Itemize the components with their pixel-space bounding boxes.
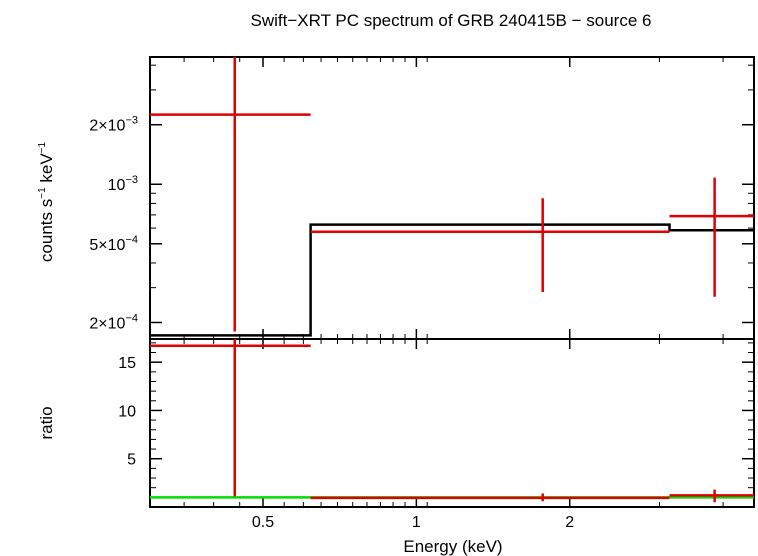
ratio-frame: [149, 338, 755, 508]
spectrum-ytick-exponent: −4: [125, 312, 138, 324]
spectrum-ytick-mantissa: 2×10: [89, 315, 125, 332]
spectrum-ytick-label: 5×10−4: [89, 234, 138, 254]
spectrum-frame: [149, 56, 755, 340]
spectrum-axis-label-exp1: −1: [37, 187, 48, 199]
x-axis-label: Energy (keV): [403, 537, 502, 556]
ratio-ytick-label: 10: [118, 403, 136, 420]
spectrum-ytick-label: 2×10−3: [89, 115, 138, 135]
spectrum-axis-label-exp2: −1: [37, 141, 48, 153]
x-tick-label: 1: [412, 514, 421, 531]
spectrum-axis-label-unit2: keV: [37, 153, 56, 188]
spectrum-ytick-exponent: −4: [125, 234, 138, 246]
spectrum-ytick-exponent: −3: [125, 174, 138, 186]
spectrum-axis-label-unit1: counts s: [37, 199, 56, 262]
ratio-ytick-label: 15: [118, 355, 136, 372]
spectrum-ytick-mantissa: 2×10: [89, 118, 125, 135]
spectrum-axis-label: counts s−1 keV−1: [37, 141, 56, 262]
spectrum-ytick-mantissa: 10: [108, 177, 126, 194]
ratio-ytick-label: 5: [127, 452, 136, 469]
x-tick-label: 0.5: [252, 514, 274, 531]
spectrum-ytick-exponent: −3: [125, 115, 138, 127]
spectrum-ytick-label: 10−3: [108, 174, 138, 194]
spectrum-ytick-mantissa: 5×10: [89, 237, 125, 254]
x-tick-label: 2: [565, 514, 574, 531]
spectrum-model-line: [150, 223, 754, 337]
spectrum-ytick-label: 2×10−4: [89, 312, 138, 332]
ratio-axis-label: ratio: [37, 406, 56, 439]
chart-title: Swift−XRT PC spectrum of GRB 240415B − s…: [251, 11, 652, 30]
